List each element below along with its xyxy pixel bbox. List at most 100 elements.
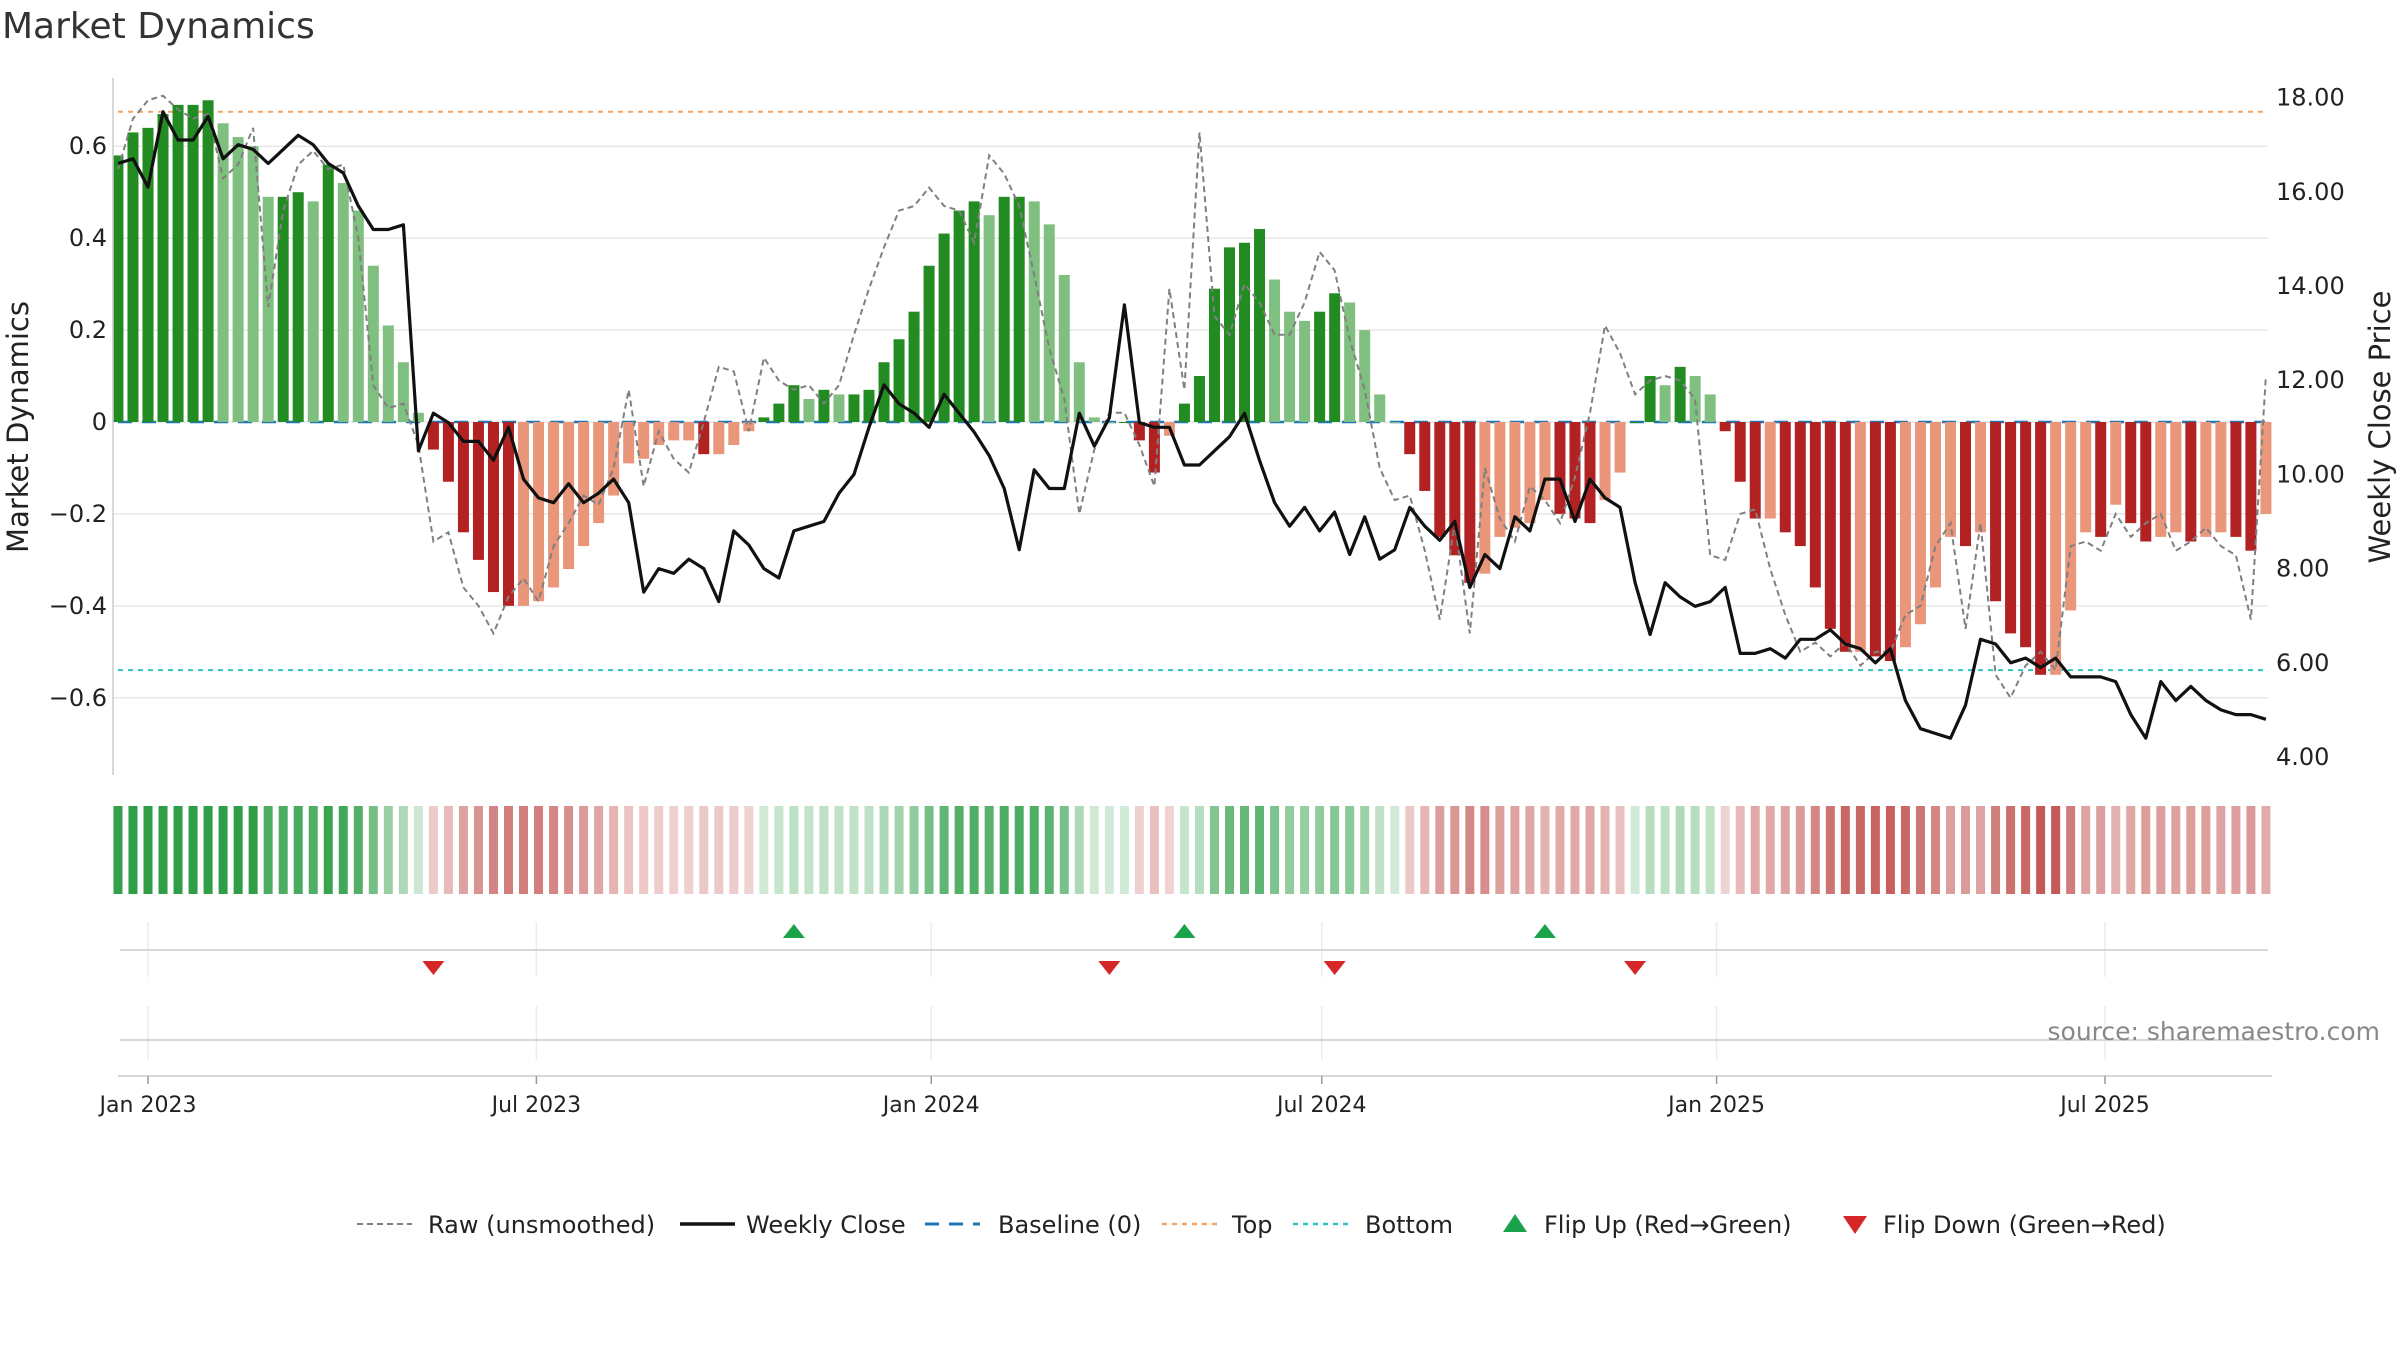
regime-cell (263, 806, 273, 894)
regime-cell (2186, 806, 2196, 894)
regime-cell (218, 806, 228, 894)
y2-tick-label: 8.00 (2276, 555, 2329, 583)
regime-cell (113, 806, 123, 894)
dynamics-bar (743, 422, 755, 432)
dynamics-bar (2245, 422, 2257, 551)
y-axis-label: Market Dynamics (1, 301, 35, 553)
dynamics-bar (1254, 228, 1266, 422)
dynamics-bar (803, 399, 815, 422)
dynamics-bar (863, 389, 875, 422)
source-label: source: sharemaestro.com (2048, 1017, 2381, 1046)
x-tick-label: Jan 2025 (1666, 1093, 1765, 1118)
regime-cell (1044, 806, 1054, 894)
dynamics-bar (1239, 242, 1251, 422)
dynamics-bar (1614, 422, 1626, 473)
regime-cell (1870, 806, 1880, 894)
dynamics-bar (1178, 403, 1190, 422)
regime-cell (1525, 806, 1535, 894)
weekly-close-line (117, 110, 2267, 740)
regime-cell (1450, 806, 1460, 894)
legend-label: Baseline (0) (998, 1211, 1141, 1239)
regime-cell (1810, 806, 1820, 894)
dynamics-bar (277, 196, 289, 422)
regime-cell (1134, 806, 1144, 894)
regime-cell (128, 806, 138, 894)
regime-cell (759, 806, 769, 894)
legend-item-flip_up: Flip Up (Red→Green) (1503, 1211, 1792, 1239)
regime-cell (2156, 806, 2166, 894)
regime-cell (729, 806, 739, 894)
series-lines (117, 94, 2267, 740)
dynamics-bar (202, 100, 214, 422)
dynamics-bar (563, 422, 575, 570)
flip-down-marker (1098, 961, 1121, 975)
regime-cell (924, 806, 934, 894)
legend-swatch (1503, 1214, 1527, 1232)
regime-cell (699, 806, 709, 894)
regime-cell (428, 806, 438, 894)
dynamics-bar (1479, 422, 1491, 574)
dynamics-bar (983, 215, 995, 422)
dynamics-bar (833, 394, 845, 422)
dynamics-bar (1539, 422, 1551, 501)
dynamics-bar (1329, 293, 1341, 422)
dynamics-bar (1148, 422, 1160, 473)
dynamics-bar (923, 265, 935, 422)
regime-cell (1074, 806, 1084, 894)
dynamics-bar (1689, 376, 1701, 422)
regime-cell (1720, 806, 1730, 894)
regime-cell (1285, 806, 1295, 894)
dynamics-bar (352, 210, 364, 422)
legend-label: Flip Down (Green→Red) (1883, 1211, 2166, 1239)
y2-tick-label: 16.00 (2276, 178, 2345, 206)
dynamics-bar (1884, 422, 1896, 661)
dynamics-bar (1839, 422, 1851, 652)
y2-axis-label: Weekly Close Price (2363, 291, 2397, 564)
dynamics-bar (1659, 385, 1671, 422)
regime-cell (1194, 806, 1204, 894)
dynamics-bar (638, 422, 650, 459)
dynamics-bar (1945, 422, 1956, 537)
dynamics-bar (1449, 422, 1461, 556)
regime-cell (1375, 806, 1385, 894)
dynamics-bar (1975, 422, 1987, 533)
dynamics-bar (548, 422, 560, 588)
dynamics-bar (157, 114, 169, 423)
regime-cell (1480, 806, 1490, 894)
x-tick-label: Jan 2023 (98, 1093, 197, 1118)
dynamics-bar (2215, 422, 2227, 533)
y-tick-label: −0.2 (49, 500, 107, 528)
regime-cell (594, 806, 604, 894)
regime-cell (939, 806, 949, 894)
dynamics-bar (1043, 224, 1055, 422)
regime-cell (1270, 806, 1280, 894)
regime-cell (1149, 806, 1159, 894)
regime-cell (1675, 806, 1685, 894)
dynamics-bar (1193, 376, 1205, 422)
regime-cell (1360, 806, 1370, 894)
regime-cell (969, 806, 979, 894)
regime-cell (1345, 806, 1355, 894)
regime-cell (338, 806, 348, 894)
dynamics-bar (442, 422, 454, 482)
regime-cell (654, 806, 664, 894)
regime-cell (1885, 806, 1895, 894)
legend-label: Bottom (1365, 1211, 1453, 1239)
regime-cell (1510, 806, 1520, 894)
dynamics-bar (1929, 422, 1941, 588)
dynamics-bar (593, 422, 605, 524)
regime-cell (173, 806, 183, 894)
regime-cell (1645, 806, 1655, 894)
dynamics-bar (1434, 422, 1446, 537)
regime-cell (1855, 806, 1865, 894)
regime-cell (1735, 806, 1745, 894)
dynamics-bars (112, 100, 2272, 675)
legend-item-flip_down: Flip Down (Green→Red) (1843, 1211, 2166, 1239)
legend-item-close: Weekly Close (680, 1211, 906, 1239)
regime-cell (2126, 806, 2136, 894)
regime-cell (2261, 806, 2271, 894)
dynamics-bar (1554, 422, 1566, 514)
regime-cell (834, 806, 844, 894)
regime-cell (2051, 806, 2061, 894)
regime-cell (1600, 806, 1610, 894)
